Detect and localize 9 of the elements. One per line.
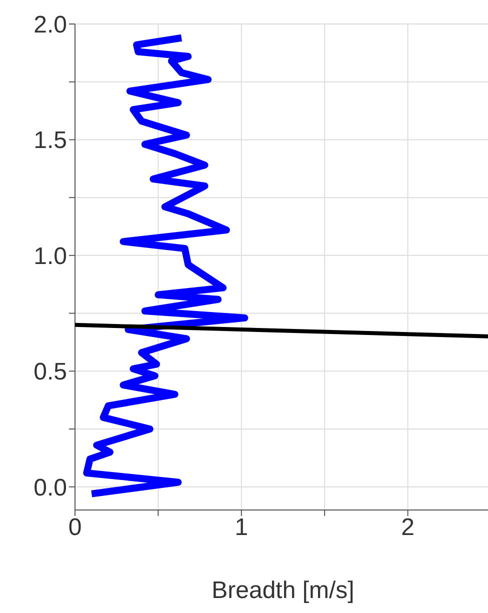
x-tick-label: 1 xyxy=(234,514,248,542)
y-tick-label: 2.0 xyxy=(34,12,67,39)
y-tick-label: 1.0 xyxy=(34,242,67,270)
x-tick-label: 2 xyxy=(401,514,414,542)
y-tick-label: 0.5 xyxy=(34,358,67,386)
x-axis-title: Breadth [m/s] xyxy=(212,577,354,604)
y-tick-label: 0.0 xyxy=(34,474,67,502)
x-tick-label: 0 xyxy=(68,514,82,542)
y-tick-label: 1.5 xyxy=(34,127,67,154)
